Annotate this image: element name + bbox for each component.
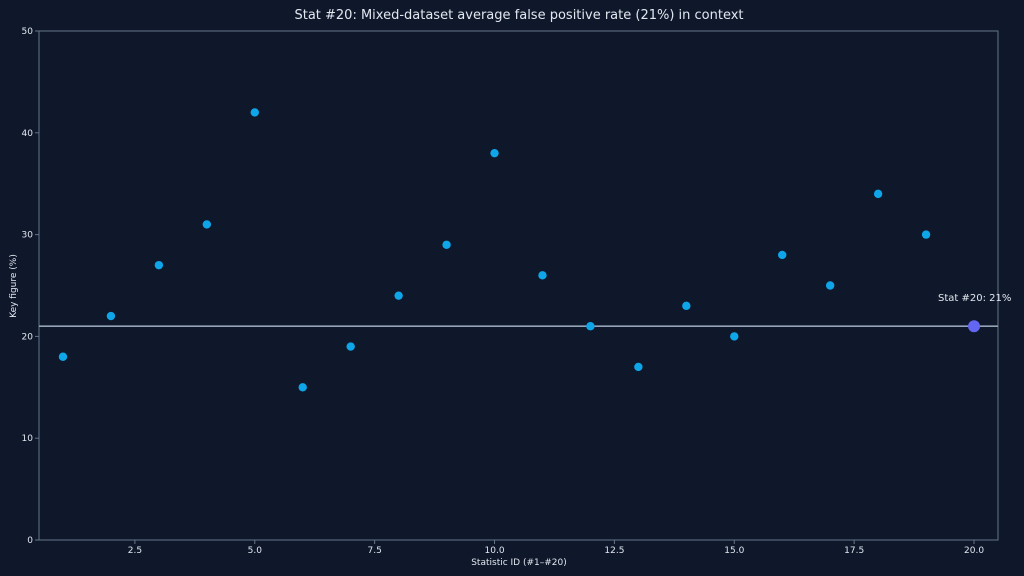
x-tick-label: 17.5 (844, 546, 864, 556)
data-point (730, 332, 739, 341)
x-tick-label: 10.0 (485, 546, 505, 556)
x-tick-label: 7.5 (367, 546, 381, 556)
y-tick-label: 30 (22, 231, 34, 241)
data-point (442, 240, 451, 249)
data-point (154, 260, 164, 270)
data-point (873, 189, 883, 199)
data-point (538, 271, 547, 280)
data-point (202, 220, 212, 229)
data-point (682, 301, 691, 311)
highlight-annotation: Stat #20: 21% (938, 293, 1011, 304)
x-axis-label: Statistic ID (#1–#20) (471, 558, 567, 568)
data-point (346, 342, 355, 351)
data-point (58, 352, 68, 361)
data-point (825, 281, 835, 290)
y-tick-label: 50 (22, 27, 34, 37)
plot-frame (38, 30, 999, 541)
data-point (634, 362, 643, 372)
plot-area: 2.5 5.0 7.5 10.0 12.5 15.0 17.5 20.0 0 10 20 30 40 50… (22, 27, 1012, 556)
data-point (106, 311, 116, 321)
highlight-point (968, 320, 981, 333)
x-tick-label: 12.5 (604, 546, 624, 556)
x-tick-label: 2.5 (128, 546, 142, 556)
data-point (490, 148, 499, 158)
x-tick-label: 5.0 (248, 546, 263, 556)
y-tick-label: 40 (22, 129, 34, 139)
data-point (586, 322, 595, 331)
y-tick-label: 20 (22, 332, 34, 342)
data-point (298, 383, 307, 392)
y-tick-label: 0 (27, 536, 33, 546)
data-point (778, 250, 787, 260)
data-point (250, 108, 259, 117)
data-point (921, 230, 931, 239)
chart-title: Stat #20: Mixed-dataset average false po… (294, 8, 743, 23)
data-point (394, 291, 403, 300)
x-tick-label: 15.0 (724, 546, 744, 556)
x-tick-label: 20.0 (964, 546, 984, 556)
y-axis-label: Key figure (%) (9, 254, 19, 318)
y-tick-label: 10 (22, 434, 34, 444)
